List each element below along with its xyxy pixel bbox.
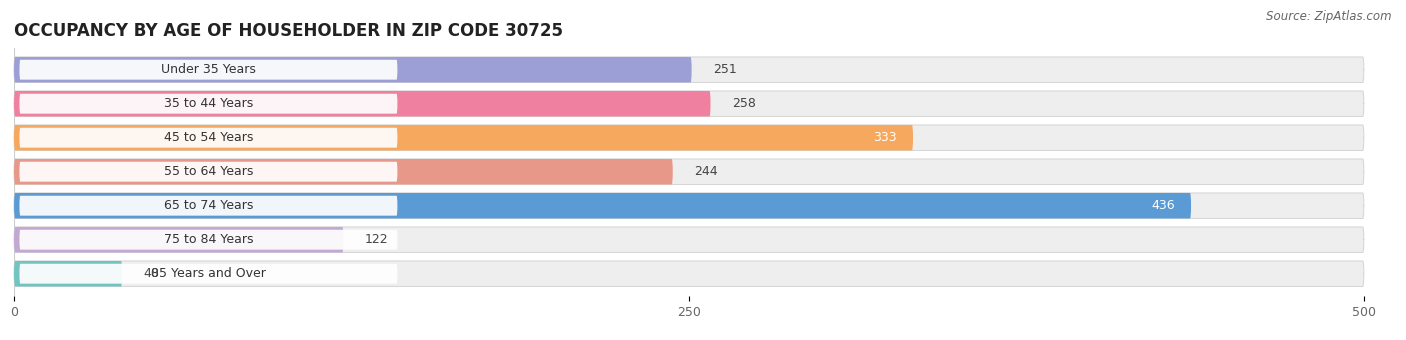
Text: 244: 244 [695,165,718,178]
FancyBboxPatch shape [14,261,122,286]
FancyBboxPatch shape [20,264,398,284]
Text: 35 to 44 Years: 35 to 44 Years [165,97,253,110]
FancyBboxPatch shape [14,57,692,82]
Text: 85 Years and Over: 85 Years and Over [150,267,266,280]
FancyBboxPatch shape [20,128,398,148]
FancyBboxPatch shape [20,94,398,114]
FancyBboxPatch shape [14,193,1364,219]
FancyBboxPatch shape [14,193,1191,219]
Text: 122: 122 [366,233,388,246]
Text: 258: 258 [733,97,756,110]
FancyBboxPatch shape [14,125,912,150]
Text: 75 to 84 Years: 75 to 84 Years [163,233,253,246]
FancyBboxPatch shape [14,159,1364,184]
FancyBboxPatch shape [14,159,672,184]
FancyBboxPatch shape [14,57,1364,82]
Text: 40: 40 [143,267,159,280]
Text: Under 35 Years: Under 35 Years [162,63,256,76]
Text: 333: 333 [873,131,897,144]
FancyBboxPatch shape [14,227,1364,252]
FancyBboxPatch shape [14,125,1364,150]
Text: 65 to 74 Years: 65 to 74 Years [163,199,253,212]
FancyBboxPatch shape [14,227,343,252]
FancyBboxPatch shape [20,162,398,182]
FancyBboxPatch shape [20,230,398,250]
FancyBboxPatch shape [14,91,710,116]
Text: OCCUPANCY BY AGE OF HOUSEHOLDER IN ZIP CODE 30725: OCCUPANCY BY AGE OF HOUSEHOLDER IN ZIP C… [14,22,562,40]
FancyBboxPatch shape [14,261,1364,286]
Text: 251: 251 [713,63,737,76]
FancyBboxPatch shape [20,196,398,216]
Text: 436: 436 [1152,199,1175,212]
FancyBboxPatch shape [20,60,398,80]
Text: 45 to 54 Years: 45 to 54 Years [163,131,253,144]
Text: 55 to 64 Years: 55 to 64 Years [163,165,253,178]
FancyBboxPatch shape [14,91,1364,116]
Text: Source: ZipAtlas.com: Source: ZipAtlas.com [1267,10,1392,23]
